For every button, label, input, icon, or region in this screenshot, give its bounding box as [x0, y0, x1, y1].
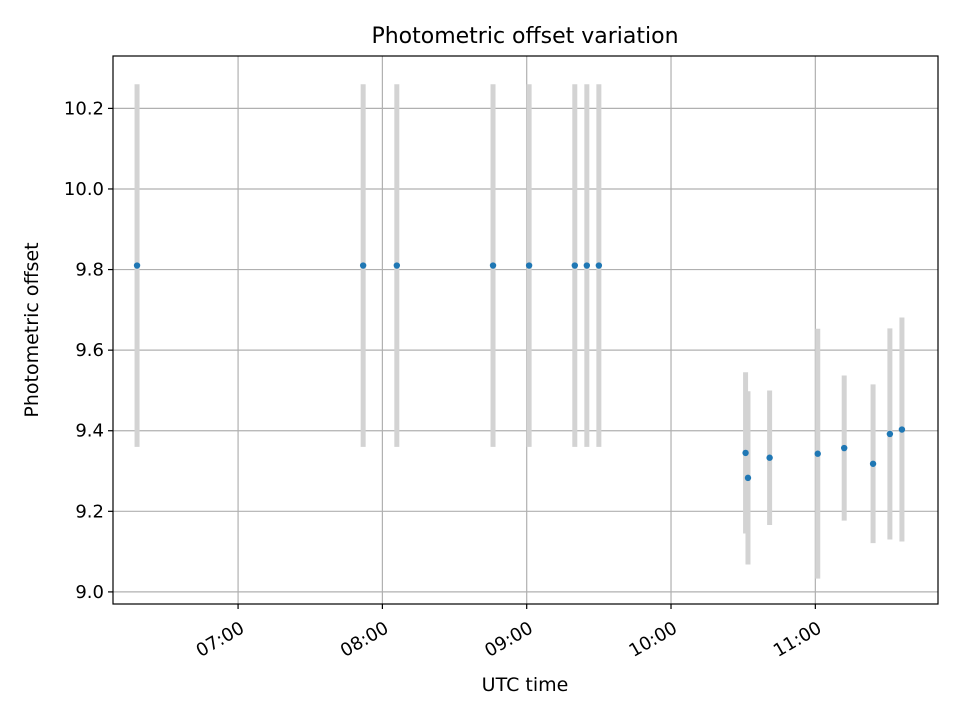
data-point [393, 262, 401, 269]
x-axis-ticks: 07:00 08:00 09:00 10:00 11:00 [193, 604, 825, 662]
data-point [898, 426, 906, 433]
chart-title: Photometric offset variation [371, 24, 678, 49]
x-tick-label: 07:00 [193, 618, 248, 662]
x-tick-label: 11:00 [770, 618, 825, 662]
data-point [595, 262, 603, 269]
data-point [840, 444, 848, 452]
x-axis-label: UTC time [482, 674, 569, 696]
plot-area-frame [112, 55, 939, 605]
y-tick-label: 9.0 [75, 582, 104, 603]
data-point [742, 449, 749, 457]
y-tick-label: 9.8 [75, 260, 104, 281]
x-tick-label: 10:00 [626, 618, 681, 662]
data-point [814, 450, 821, 457]
data-point [133, 262, 141, 269]
y-tick-label: 10.0 [64, 179, 104, 200]
error-bars [134, 84, 905, 579]
data-point [571, 262, 579, 269]
x-tick-label: 09:00 [481, 618, 536, 662]
data-point [744, 474, 752, 482]
y-axis-ticks: 9.0 9.2 9.4 9.6 9.8 10.0 10.2 [64, 98, 113, 603]
y-tick-label: 9.4 [75, 421, 104, 442]
data-point [869, 460, 877, 467]
y-tick-label: 10.2 [64, 98, 104, 119]
data-point [525, 262, 533, 269]
y-tick-label: 9.2 [75, 501, 104, 522]
data-point [886, 430, 894, 438]
data-point [766, 454, 773, 461]
data-points [133, 262, 906, 482]
y-tick-label: 9.6 [75, 340, 104, 361]
x-tick-label: 08:00 [337, 618, 392, 662]
y-axis-label: Photometric offset [21, 242, 43, 417]
data-point [583, 262, 591, 269]
data-point [359, 262, 367, 269]
data-point [489, 262, 497, 269]
grid-lines [113, 56, 938, 604]
